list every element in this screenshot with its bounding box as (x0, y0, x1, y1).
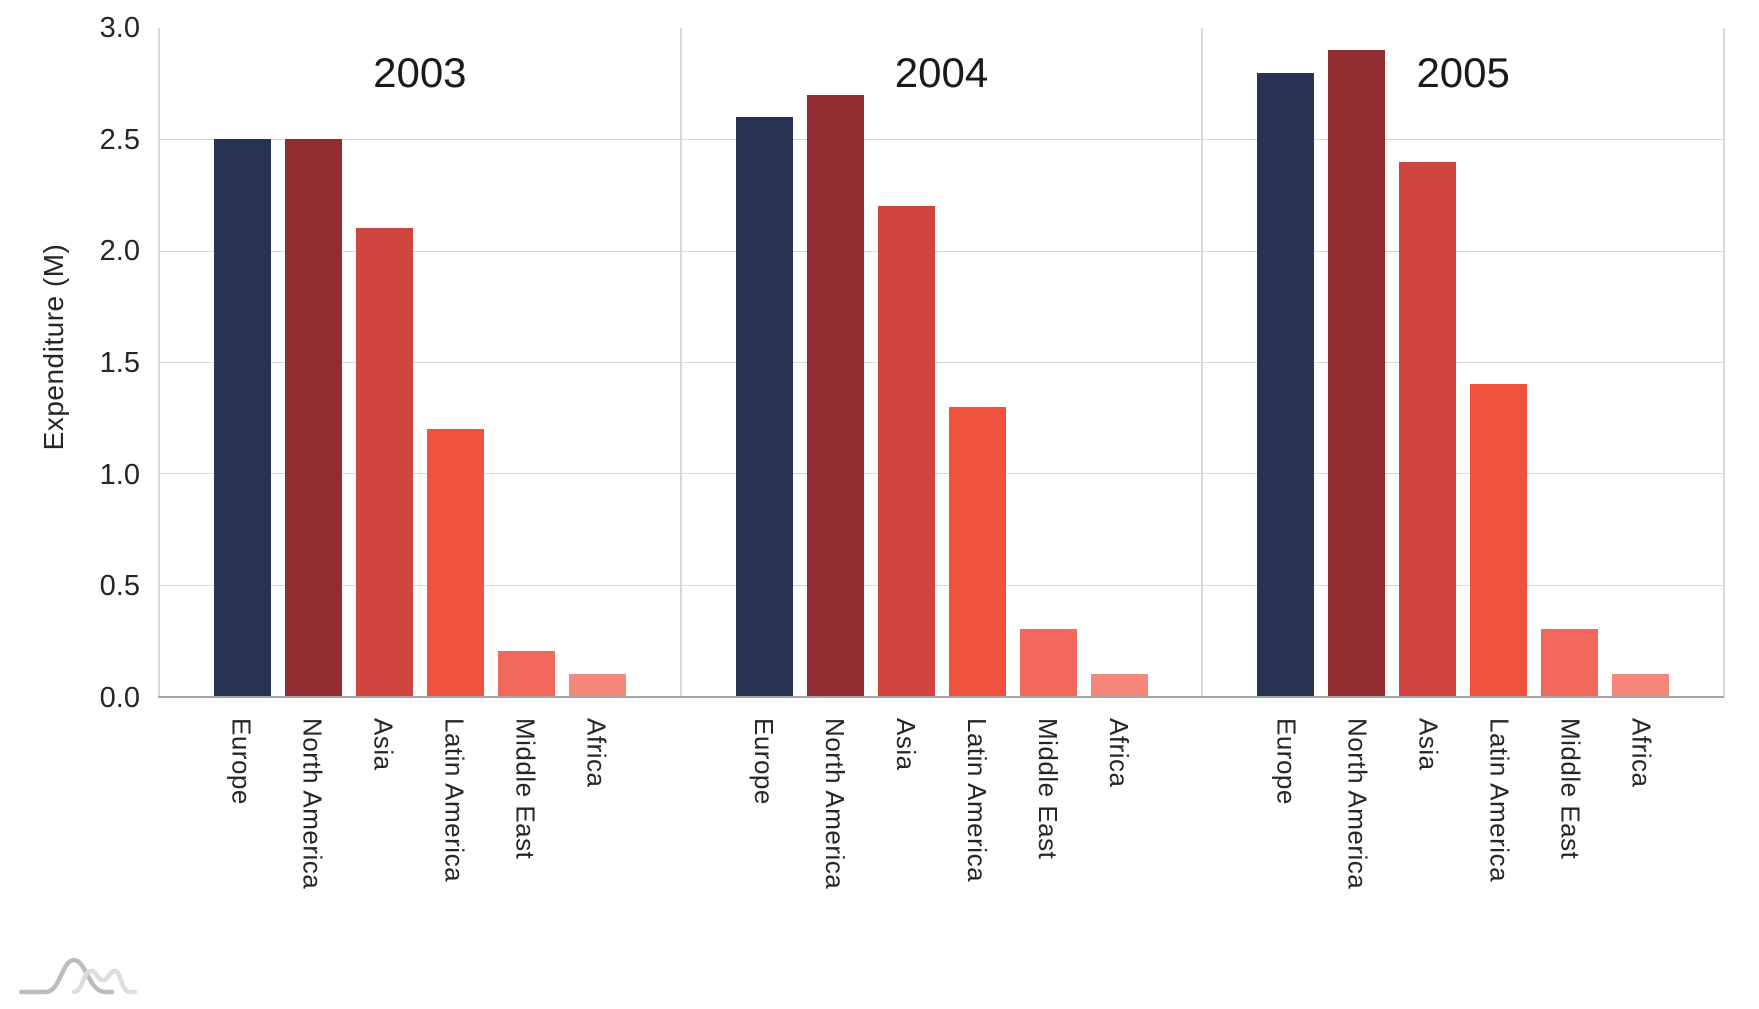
bar-middle-east-2003 (497, 651, 555, 696)
x-label-panel-2003: Europe North America Asia Latin America Midd… (158, 718, 680, 978)
y-tick-label: 0.0 (99, 682, 140, 714)
x-label-box: Asia (355, 718, 412, 978)
gridline (158, 584, 1723, 586)
year-panel-2003: 2003 (158, 28, 680, 696)
bar-north-america-2005 (1328, 50, 1386, 696)
x-label-africa: Africa (1103, 718, 1134, 788)
bar-middle-east-2004 (1019, 629, 1077, 696)
x-label-box: Europe (213, 718, 270, 978)
x-label-box: Africa (1090, 718, 1147, 978)
x-label-box: Europe (1258, 718, 1315, 978)
bar-latin-america-2003 (426, 428, 484, 696)
x-label-asia: Asia (1413, 718, 1444, 771)
x-label-asia: Asia (368, 718, 399, 771)
bar-middle-east-2005 (1541, 629, 1599, 696)
x-label-box: Latin America (426, 718, 483, 978)
bar-europe-2005 (1257, 72, 1315, 696)
gridline (158, 139, 1723, 141)
bar-asia-2005 (1399, 161, 1457, 696)
x-label-middle-east: Middle East (510, 718, 541, 860)
x-label-north-america: North America (297, 718, 328, 890)
x-label-box: Middle East (1019, 718, 1076, 978)
bar-europe-2003 (213, 139, 271, 696)
x-label-box: Africa (568, 718, 625, 978)
x-label-latin-america: Latin America (961, 718, 992, 883)
bar-latin-america-2005 (1470, 384, 1528, 696)
gridline (158, 250, 1723, 252)
x-label-europe: Europe (226, 718, 257, 805)
x-label-box: Middle East (1542, 718, 1599, 978)
year-panel-2005: 2005 (1201, 28, 1723, 696)
x-label-latin-america: Latin America (1484, 718, 1515, 883)
facet-label-2003: 2003 (373, 49, 467, 96)
x-label-box: Middle East (497, 718, 554, 978)
bar-north-america-2003 (284, 139, 342, 696)
x-label-box: Asia (877, 718, 934, 978)
year-panel-2004: 2004 (679, 28, 1202, 696)
bar-africa-2005 (1612, 673, 1670, 696)
bar-africa-2004 (1090, 673, 1148, 696)
x-label-north-america: North America (819, 718, 850, 890)
x-label-latin-america: Latin America (439, 718, 470, 883)
bar-latin-america-2004 (948, 406, 1006, 696)
y-tick-label: 1.5 (99, 347, 140, 379)
x-label-box: Asia (1400, 718, 1457, 978)
bar-asia-2004 (877, 206, 935, 696)
bar-asia-2003 (355, 228, 413, 696)
bar-north-america-2004 (806, 94, 864, 696)
y-tick-label: 2.5 (99, 123, 140, 156)
hill-curves-logo-icon (18, 957, 138, 995)
x-label-panel-2005: Europe North America Asia Latin America Midd… (1203, 718, 1725, 978)
x-label-box: Europe (735, 718, 792, 978)
x-label-north-america: North America (1342, 718, 1373, 890)
x-label-panel-2004: Europe North America Asia Latin America Midd… (680, 718, 1202, 978)
x-label-middle-east: Middle East (1032, 718, 1063, 860)
y-tick-label: 1.0 (99, 458, 140, 491)
x-label-middle-east: Middle East (1555, 718, 1586, 860)
y-tick-label: 3.0 (99, 12, 140, 44)
gridline (158, 473, 1723, 475)
y-axis-tick-labels: 3.0 2.5 2.0 1.5 1.0 0.5 0.0 (0, 0, 140, 760)
facet-label-2005: 2005 (1416, 49, 1510, 96)
x-label-box: Latin America (1471, 718, 1528, 978)
x-label-europe: Europe (748, 718, 779, 805)
x-axis-labels: Europe North America Asia Latin America Midd… (158, 718, 1725, 978)
x-label-box: North America (806, 718, 863, 978)
x-label-europe: Europe (1271, 718, 1302, 805)
x-label-box: North America (284, 718, 341, 978)
x-label-asia: Asia (890, 718, 921, 771)
x-label-box: Africa (1613, 718, 1670, 978)
gridline (158, 362, 1723, 363)
y-tick-label: 2.0 (99, 235, 140, 268)
x-label-africa: Africa (581, 718, 612, 788)
facet-label-2004: 2004 (894, 49, 989, 96)
bar-africa-2003 (568, 673, 626, 696)
y-tick-label: 0.5 (99, 570, 140, 603)
x-label-africa: Africa (1626, 718, 1657, 788)
bar-europe-2004 (735, 117, 793, 696)
x-label-box: Latin America (948, 718, 1005, 978)
plot-area: 2003 2004 2005 (158, 28, 1725, 698)
x-label-box: North America (1329, 718, 1386, 978)
